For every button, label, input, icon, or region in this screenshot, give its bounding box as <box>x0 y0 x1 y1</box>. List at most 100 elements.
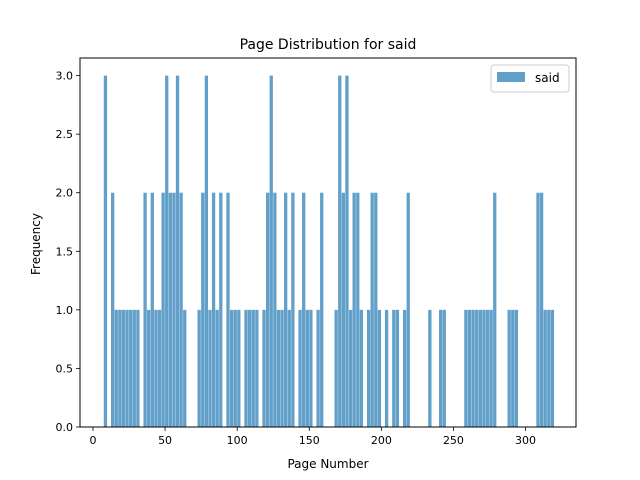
histogram-bar <box>482 309 486 427</box>
histogram-bar <box>143 192 147 427</box>
histogram-bar <box>226 192 230 427</box>
histogram-bar <box>262 309 266 427</box>
histogram-bar <box>467 309 472 427</box>
histogram-bar <box>356 192 360 427</box>
y-tick-label: 3.0 <box>56 70 74 83</box>
histogram-bar <box>154 309 158 427</box>
histogram-bar <box>489 309 493 427</box>
histogram-bar <box>276 309 281 427</box>
y-tick-label: 0.5 <box>56 362 74 375</box>
histogram-bar <box>550 309 555 427</box>
histogram-bar <box>428 309 432 427</box>
histogram-bar <box>402 309 407 427</box>
histogram-bar <box>366 309 371 427</box>
histogram-bar <box>478 309 482 427</box>
histogram-bar <box>298 309 302 427</box>
histogram-bar <box>179 192 183 427</box>
histogram-bar <box>320 192 324 427</box>
chart-title: Page Distribution for said <box>240 37 417 53</box>
histogram-bar <box>511 309 515 427</box>
histogram-bar <box>316 309 320 427</box>
histogram-bar <box>219 192 223 427</box>
y-axis-ticks: 0.0 0.5 1.0 1.5 2.0 2.5 3.0 <box>56 70 80 434</box>
x-tick-label: 100 <box>227 434 248 447</box>
histogram-bar <box>439 309 443 427</box>
histogram-bar <box>266 192 270 427</box>
histogram-bar <box>165 75 169 427</box>
histogram-bar <box>475 309 479 427</box>
histogram-bar <box>132 309 136 427</box>
y-tick-label: 0.0 <box>56 421 74 434</box>
legend-label-said: said <box>535 71 560 85</box>
y-tick-label: 2.5 <box>56 128 74 141</box>
histogram-bar <box>507 309 511 427</box>
histogram-bar <box>114 309 118 427</box>
histogram-bar <box>111 192 115 427</box>
histogram-bar <box>161 192 165 427</box>
histogram-bar <box>233 309 237 427</box>
y-tick-label: 1.5 <box>56 245 74 258</box>
histogram-bar <box>150 192 154 427</box>
histogram-bar <box>136 309 140 427</box>
histogram-bar <box>183 309 187 427</box>
legend-box <box>490 64 570 93</box>
histogram-bar <box>547 309 551 427</box>
histogram-bar <box>359 309 364 427</box>
histogram-bar <box>536 192 540 427</box>
histogram-bar <box>269 75 273 427</box>
bars-group <box>103 75 555 427</box>
x-tick-label: 250 <box>443 434 464 447</box>
x-axis-ticks: 0 50 100 150 200 250 300 <box>89 427 536 447</box>
histogram-bar <box>493 192 497 427</box>
histogram-bar <box>392 309 396 427</box>
histogram-bar <box>514 309 519 427</box>
histogram-bar <box>255 309 259 427</box>
histogram-bar <box>539 192 544 427</box>
histogram-bar <box>215 309 219 427</box>
histogram-bar <box>197 309 201 427</box>
y-axis-label: Frequency <box>29 213 43 275</box>
histogram-bar <box>370 192 374 427</box>
histogram-bar <box>543 309 547 427</box>
histogram-bar <box>208 309 212 427</box>
histogram-bar <box>305 309 309 427</box>
histogram-bar <box>201 192 205 427</box>
histogram-bar <box>377 309 382 427</box>
histogram-bar <box>121 309 126 427</box>
histogram-bar <box>247 309 252 427</box>
histogram-bar <box>384 309 389 427</box>
histogram-bar <box>302 192 306 427</box>
histogram-bar <box>118 309 122 427</box>
histogram-bar <box>204 75 209 427</box>
histogram-bar <box>244 309 248 427</box>
histogram-bar <box>125 309 129 427</box>
histogram-bar <box>291 192 295 427</box>
histogram-bar <box>273 192 277 427</box>
x-tick-label: 300 <box>515 434 536 447</box>
histogram-bar <box>345 75 349 427</box>
x-axis-label: Page Number <box>287 457 368 471</box>
histogram-bar <box>280 309 284 427</box>
histogram-bar <box>284 192 288 427</box>
histogram-bar <box>395 309 400 427</box>
histogram-bar <box>157 309 162 427</box>
plot-frame <box>79 57 577 428</box>
histogram-bar <box>334 309 338 427</box>
histogram-bar <box>341 192 345 427</box>
histogram-bar <box>338 75 342 427</box>
histogram-bar <box>464 309 468 427</box>
histogram-bar <box>406 192 410 427</box>
histogram-bar <box>211 192 216 427</box>
histogram-bar <box>237 309 241 427</box>
histogram-bar <box>352 192 356 427</box>
histogram-bar <box>175 75 180 427</box>
histogram-bar <box>348 309 353 427</box>
x-tick-label: 200 <box>371 434 392 447</box>
x-tick-label: 150 <box>299 434 320 447</box>
histogram-bar <box>251 309 255 427</box>
histogram-bar <box>471 309 475 427</box>
histogram-bar <box>147 309 151 427</box>
histogram-bar <box>168 192 172 427</box>
histogram-bar <box>172 192 176 427</box>
